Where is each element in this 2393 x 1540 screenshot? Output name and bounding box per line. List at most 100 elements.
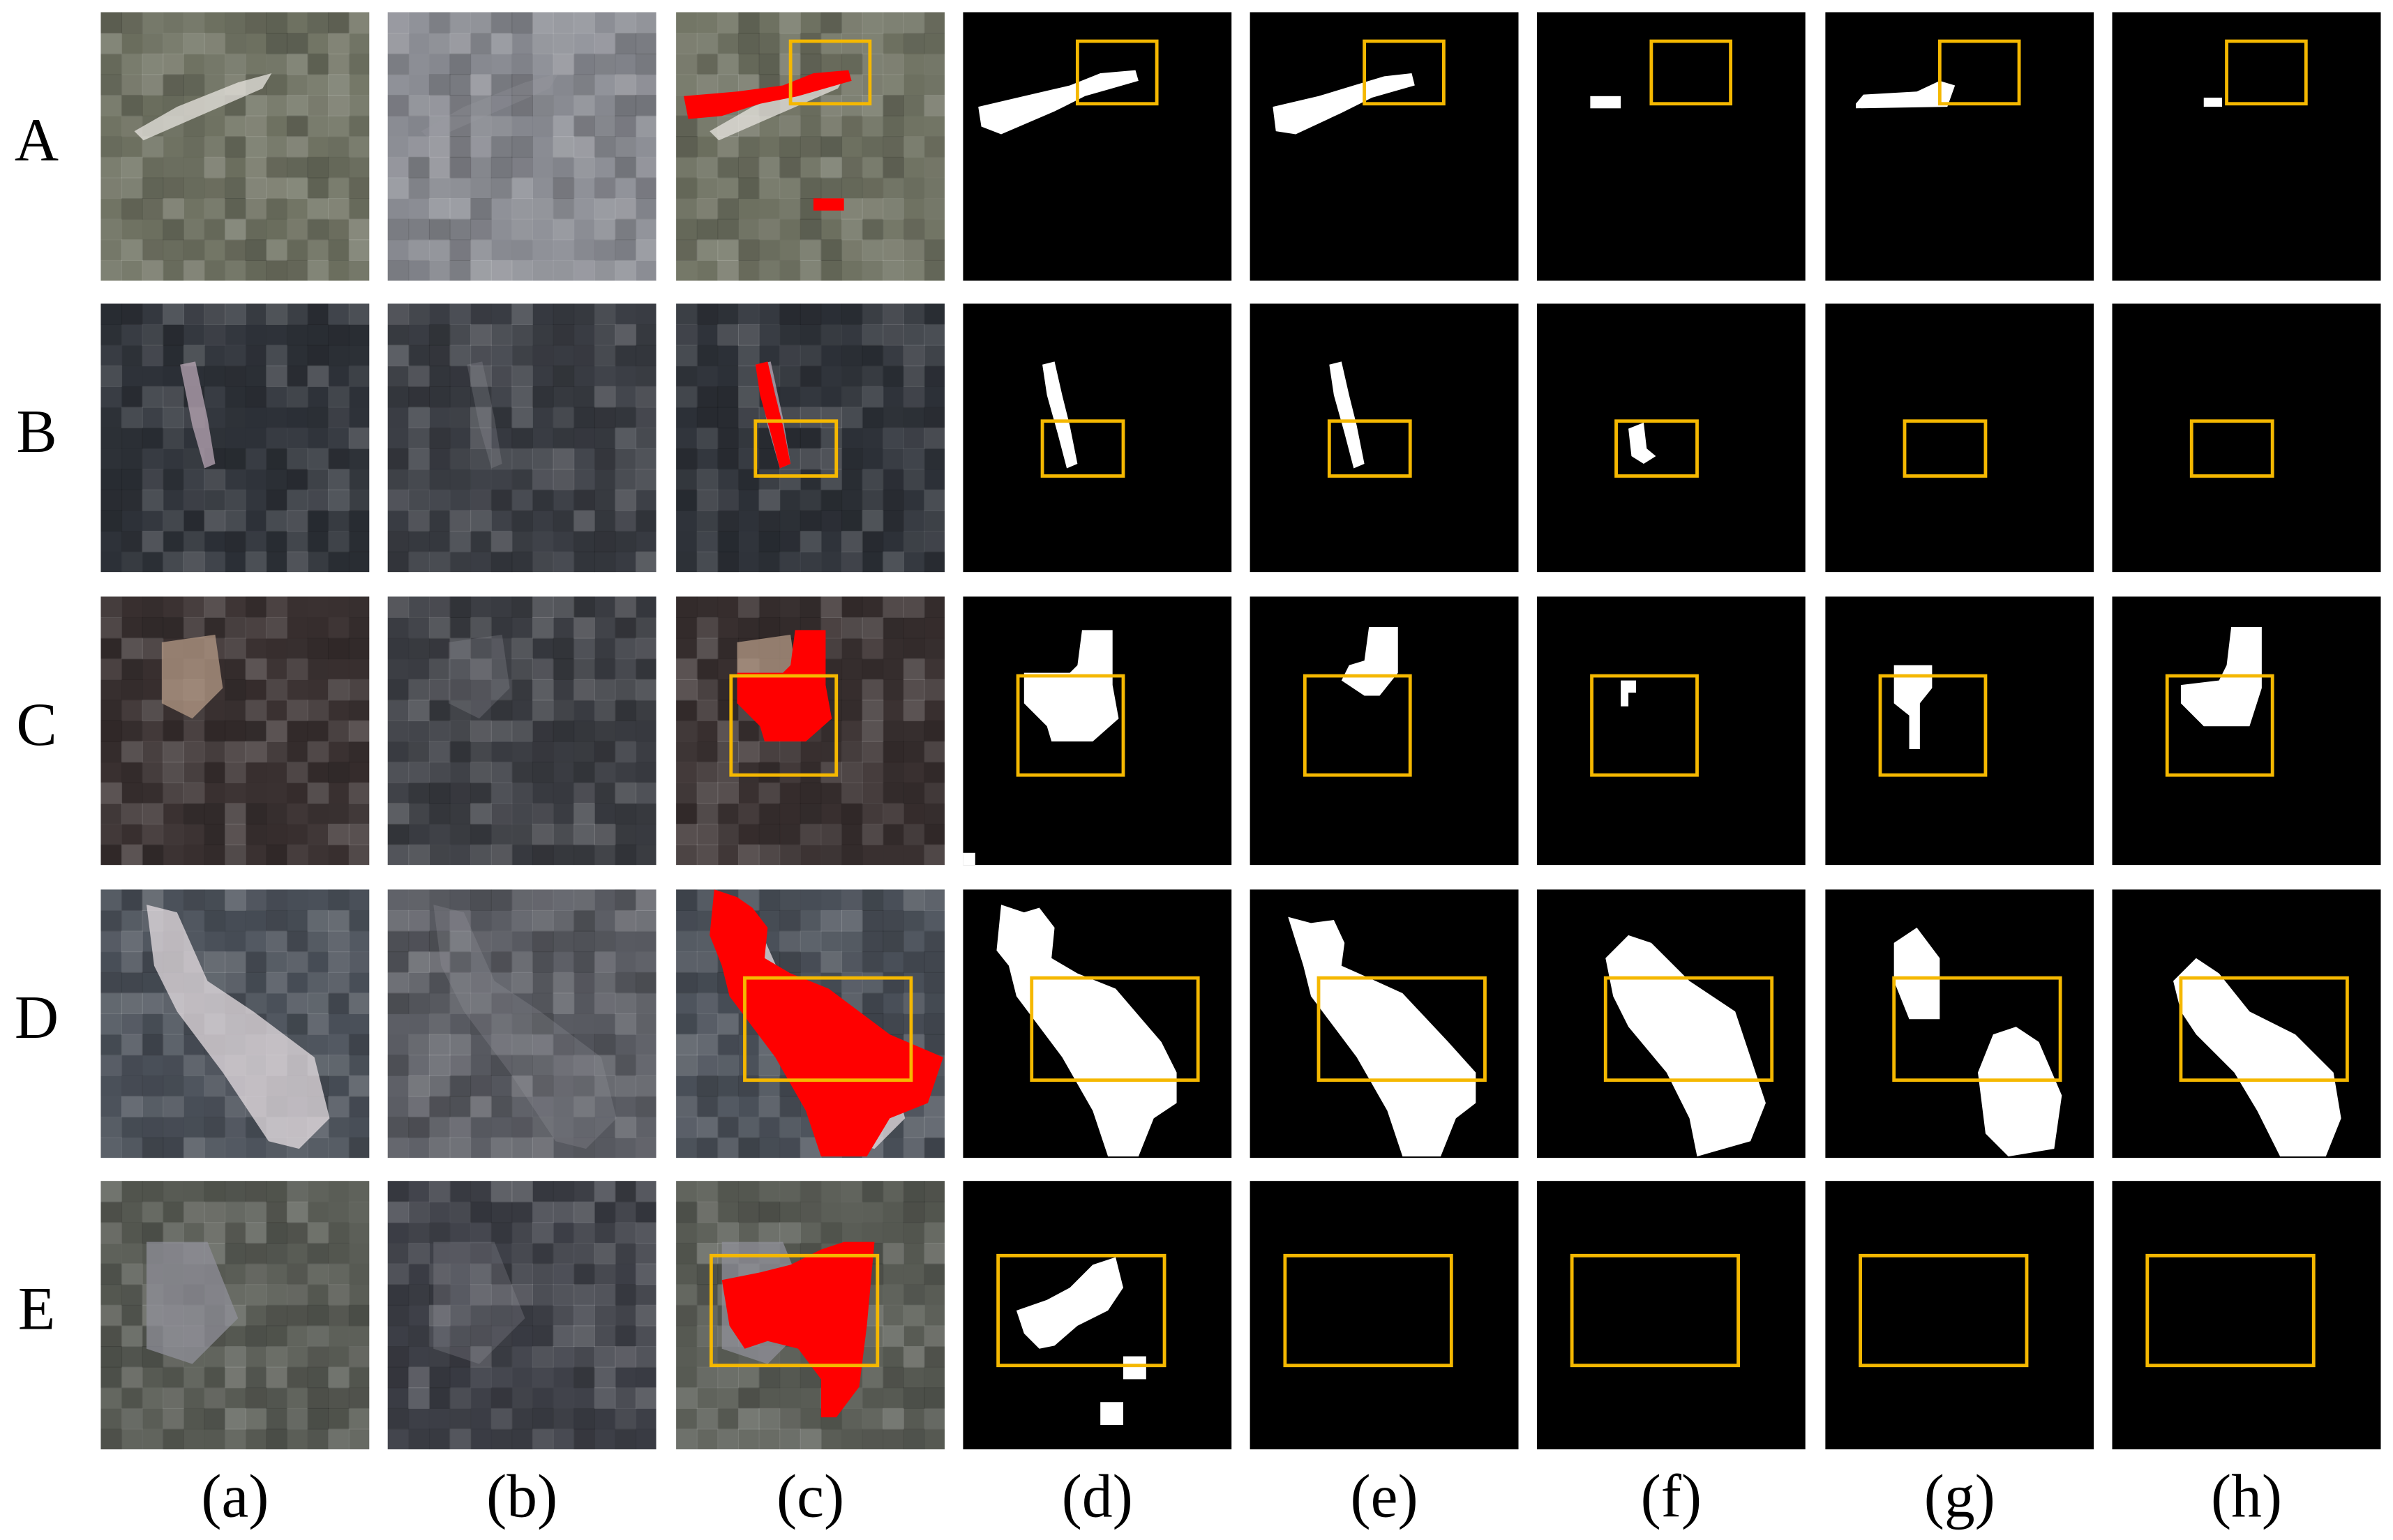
image-pixel [615,1034,636,1056]
image-pixel [511,156,534,179]
image-pixel [553,1034,575,1056]
image-pixel [532,489,554,511]
image-pixel [121,345,143,367]
image-pixel [636,972,657,994]
image-pixel [841,303,863,326]
image-pixel [142,303,164,325]
image-pixel [348,74,370,96]
image-pixel [307,177,329,199]
image-pixel [532,551,554,573]
mask-region [2173,958,2341,1157]
image-pixel [490,762,513,783]
image-pixel [204,1181,226,1202]
image-pixel [841,489,863,511]
image-pixel [532,1263,554,1285]
image-pixel [717,824,740,845]
highlight-box [996,1253,1167,1368]
image-pixel [800,407,822,429]
image-pixel [615,324,637,346]
image-pixel [349,1222,370,1244]
image-pixel [142,679,164,701]
image-pixel [615,972,637,994]
image-pixel [307,551,329,573]
image-pixel [408,407,430,429]
image-pixel [449,324,472,346]
image-pixel [328,260,350,282]
image-pixel [779,490,801,511]
image-pixel [266,136,288,158]
bright-feature [161,634,223,719]
image-pixel [615,53,637,75]
image-pixel [328,951,350,973]
image-pixel [328,12,350,34]
image-pixel [676,617,698,639]
image-pixel [449,428,471,449]
image-pixel [820,803,842,824]
image-pixel [615,1284,637,1306]
image-pixel [615,637,637,660]
image-pixel [636,260,657,282]
image-pixel [100,198,122,220]
image-pixel [800,427,822,449]
image-pixel [615,1138,636,1159]
image-pixel [800,531,822,552]
image-pixel [470,54,492,75]
image-pixel [636,53,657,75]
image-pixel [246,1305,267,1327]
image-pixel [449,136,472,158]
image-pixel [225,365,246,387]
image-pixel [286,782,308,804]
image-pixel [428,1284,451,1306]
image-pixel [307,510,329,532]
image-pixel [470,1242,492,1265]
image-pixel [696,407,719,429]
image-pixel [449,552,471,573]
image-pixel [183,889,205,911]
image-pixel [800,741,822,763]
image-pixel [307,720,329,742]
image-pixel [328,889,350,911]
image-pixel [307,156,329,179]
image-pixel [676,1055,698,1076]
image-pixel [759,136,781,158]
image-pixel [387,218,410,241]
image-pixel [676,324,698,346]
panel [387,889,657,1159]
panel-content [963,12,1232,281]
image-pixel [225,1366,246,1389]
image-pixel [204,136,226,158]
image-pixel [408,1055,430,1076]
image-pixel [286,1284,308,1306]
image-pixel [903,1408,925,1430]
image-pixel [429,845,451,866]
image-pixel [779,762,801,783]
image-pixel [225,489,246,511]
image-pixel [100,489,123,511]
image-pixel [328,198,350,220]
image-pixel [204,1366,226,1389]
image-pixel [387,1117,410,1138]
image-pixel [142,156,164,179]
panel [1250,889,1519,1158]
image-pixel [862,782,884,804]
image-pixel [225,741,246,763]
image-pixel [449,386,472,408]
image-pixel [820,219,842,241]
image-pixel [286,720,308,742]
image-pixel [800,448,822,470]
image-pixel [100,177,123,199]
image-pixel [470,930,492,953]
image-pixel [841,198,863,220]
image-pixel [594,972,616,994]
image-pixel [511,53,534,75]
image-patch [387,889,657,1158]
panel [2112,1181,2381,1450]
image-pixel [820,510,843,532]
image-pixel [758,177,781,199]
image-pixel [449,1096,472,1118]
image-pixel [245,136,267,158]
image-pixel [573,909,595,932]
image-pixel [615,1407,637,1430]
image-pixel [779,324,801,346]
image-pixel [387,1407,410,1430]
